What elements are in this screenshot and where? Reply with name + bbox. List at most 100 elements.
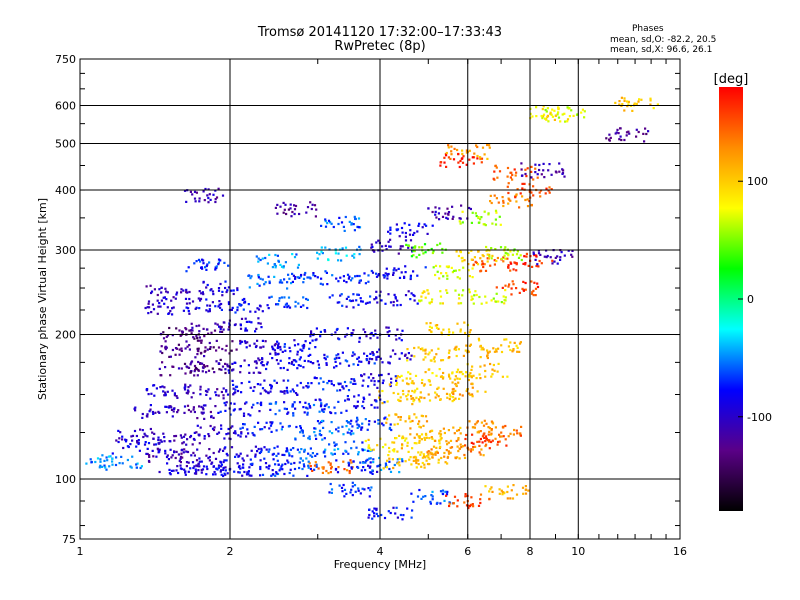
data-point <box>436 501 439 504</box>
data-point <box>512 348 515 351</box>
data-point <box>131 439 134 442</box>
data-point <box>212 451 215 455</box>
data-point <box>428 437 431 440</box>
data-point <box>299 426 302 429</box>
data-point <box>393 293 396 296</box>
data-point <box>571 255 574 258</box>
data-point <box>314 454 317 457</box>
data-point <box>165 405 168 408</box>
data-point <box>225 344 228 347</box>
data-point <box>373 507 376 510</box>
data-point <box>466 388 469 391</box>
data-point <box>178 459 181 462</box>
data-point <box>547 120 550 123</box>
x-tick-label: 2 <box>227 545 234 558</box>
data-point <box>388 457 391 460</box>
data-point <box>515 253 519 256</box>
data-point <box>144 441 147 444</box>
data-point <box>331 274 334 277</box>
data-point <box>435 393 438 396</box>
data-point <box>135 434 138 438</box>
data-point <box>465 151 468 154</box>
data-point <box>293 212 296 216</box>
data-point <box>202 281 205 284</box>
data-point <box>326 222 329 225</box>
data-point <box>550 173 553 176</box>
data-point <box>448 349 451 352</box>
data-point <box>481 441 484 444</box>
data-point <box>377 239 380 242</box>
data-point <box>344 441 347 444</box>
data-point <box>488 447 491 450</box>
data-point <box>171 415 174 418</box>
data-point <box>626 105 629 108</box>
data-point <box>430 349 433 352</box>
data-point <box>363 272 366 275</box>
data-point <box>234 455 237 458</box>
data-point <box>206 263 209 266</box>
data-point <box>489 264 492 267</box>
data-point <box>244 317 247 320</box>
data-point <box>204 266 207 269</box>
data-point <box>203 417 206 420</box>
data-point <box>124 438 127 441</box>
data-point <box>350 299 353 303</box>
data-point <box>532 185 535 188</box>
data-point <box>446 277 449 280</box>
data-point <box>148 410 151 413</box>
data-point <box>406 398 409 401</box>
data-point <box>347 295 350 298</box>
data-point <box>289 350 292 353</box>
data-point <box>436 270 439 273</box>
data-point <box>507 202 510 205</box>
data-point <box>257 276 260 279</box>
data-point <box>419 396 422 399</box>
data-point <box>160 440 163 443</box>
data-point <box>413 436 416 439</box>
data-point <box>619 127 622 130</box>
data-point <box>206 283 209 287</box>
data-point <box>281 350 284 353</box>
data-point <box>515 344 518 347</box>
data-point <box>357 303 360 306</box>
data-point <box>199 260 202 263</box>
data-point <box>201 291 204 294</box>
data-point <box>287 208 290 211</box>
data-point <box>369 457 372 460</box>
data-point <box>358 253 361 256</box>
data-point <box>212 193 215 196</box>
data-point <box>187 408 190 412</box>
data-point <box>328 491 331 494</box>
data-point <box>531 265 534 268</box>
data-point <box>336 389 339 392</box>
data-point <box>257 371 260 374</box>
data-point <box>510 293 513 296</box>
data-point <box>385 248 388 251</box>
data-point <box>232 292 235 296</box>
stats-x-mode: mean, sd,X: 96.6, 26.1 <box>610 45 713 55</box>
data-point <box>520 425 523 428</box>
data-point <box>263 389 266 392</box>
data-point <box>462 289 465 292</box>
data-point <box>405 395 408 398</box>
data-point <box>256 307 259 310</box>
data-point <box>288 346 291 349</box>
data-point <box>361 422 364 425</box>
data-point <box>311 203 314 206</box>
data-point <box>134 406 137 409</box>
data-point <box>328 296 331 299</box>
data-point <box>288 452 291 455</box>
data-point <box>356 426 359 429</box>
data-point <box>536 263 539 266</box>
data-point <box>362 466 365 469</box>
data-point <box>340 293 343 296</box>
data-point <box>196 417 199 420</box>
data-point <box>393 441 396 444</box>
data-point <box>504 424 507 428</box>
data-point <box>225 459 228 462</box>
data-point <box>493 369 496 372</box>
data-point <box>532 194 535 197</box>
data-point <box>237 471 240 474</box>
data-point <box>409 229 412 232</box>
data-point <box>441 215 445 218</box>
